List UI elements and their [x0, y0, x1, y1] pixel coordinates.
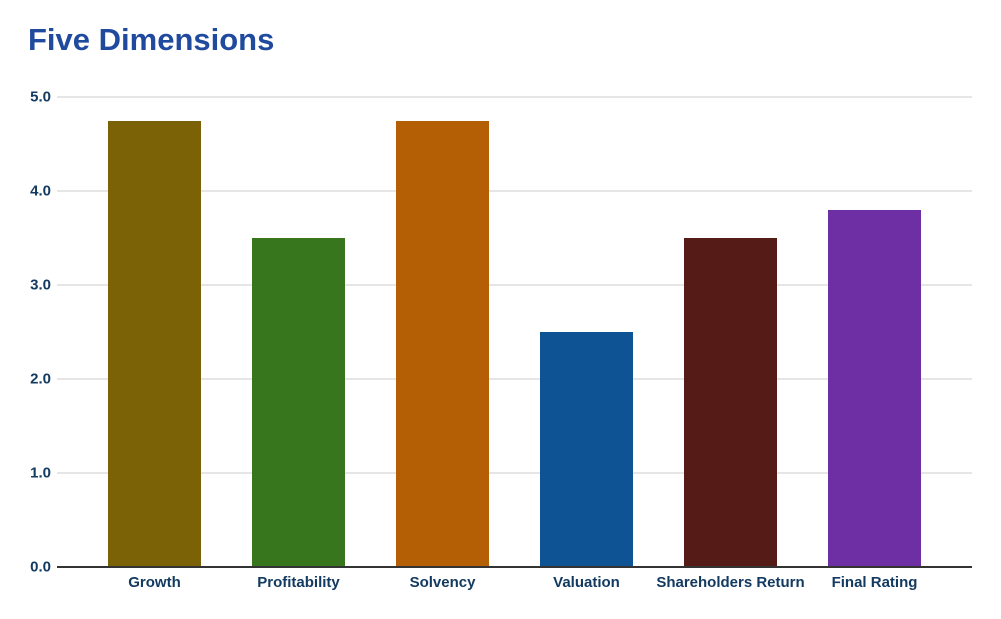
- gridline: [57, 190, 972, 192]
- x-label-cell: Shareholders Return: [656, 573, 804, 593]
- bar-profitability: [252, 238, 345, 567]
- x-axis-baseline: [57, 566, 972, 568]
- x-label-cell: Growth: [108, 573, 201, 593]
- gridline: [57, 472, 972, 474]
- x-label-cell: Solvency: [396, 573, 489, 593]
- bars-container: [57, 97, 972, 567]
- x-axis-label-profitability: Profitability: [257, 574, 340, 591]
- x-axis-label-final-rating: Final Rating: [831, 574, 918, 591]
- bar-final-rating: [828, 209, 921, 567]
- x-label-cell: Valuation: [540, 573, 633, 593]
- gridline: [57, 284, 972, 286]
- y-tick-label: 3.0: [30, 276, 51, 294]
- x-label-cell: Profitability: [252, 573, 345, 593]
- x-axis-label-shareholders-return: Shareholders Return: [656, 574, 805, 591]
- x-axis-label-valuation: Valuation: [553, 574, 620, 591]
- x-axis-label-growth: Growth: [128, 574, 181, 591]
- bar-shareholders-return: [684, 238, 777, 567]
- y-tick-label: 1.0: [30, 464, 51, 482]
- gridline: [57, 96, 972, 98]
- y-tick-label: 5.0: [30, 88, 51, 106]
- chart-title: Five Dimensions: [28, 22, 275, 57]
- bar-solvency: [396, 120, 489, 567]
- y-tick-label: 2.0: [30, 370, 51, 388]
- y-tick-label: 0.0: [30, 558, 51, 576]
- y-tick-label: 4.0: [30, 182, 51, 200]
- bar-growth: [108, 120, 201, 567]
- x-axis-labels: Growth Profitability Solvency Valuation Shar…: [57, 573, 972, 593]
- x-axis-label-solvency: Solvency: [409, 574, 476, 591]
- x-label-cell: Final Rating: [828, 573, 921, 593]
- plot-area: 5.0 4.0 3.0 2.0 1.0 0.0: [30, 90, 972, 575]
- bar-valuation: [540, 332, 633, 567]
- gridline: [57, 378, 972, 380]
